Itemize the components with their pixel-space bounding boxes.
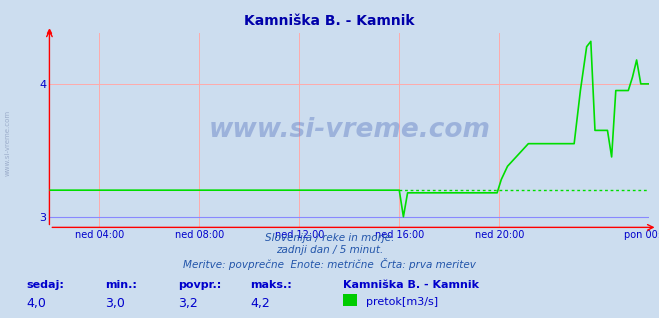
Text: povpr.:: povpr.: [178,280,221,290]
Text: sedaj:: sedaj: [26,280,64,290]
Text: Slovenija / reke in morje.: Slovenija / reke in morje. [265,233,394,243]
Text: zadnji dan / 5 minut.: zadnji dan / 5 minut. [276,245,383,255]
Text: pretok[m3/s]: pretok[m3/s] [366,297,438,307]
Text: 3,2: 3,2 [178,297,198,310]
Text: Kamniška B. - Kamnik: Kamniška B. - Kamnik [244,14,415,28]
Text: 4,2: 4,2 [250,297,270,310]
Text: Meritve: povprečne  Enote: metrične  Črta: prva meritev: Meritve: povprečne Enote: metrične Črta:… [183,258,476,270]
Text: www.si-vreme.com: www.si-vreme.com [5,110,11,176]
Text: www.si-vreme.com: www.si-vreme.com [208,117,490,143]
Text: 3,0: 3,0 [105,297,125,310]
Text: min.:: min.: [105,280,137,290]
Text: Kamniška B. - Kamnik: Kamniška B. - Kamnik [343,280,478,290]
Text: 4,0: 4,0 [26,297,46,310]
Text: maks.:: maks.: [250,280,292,290]
